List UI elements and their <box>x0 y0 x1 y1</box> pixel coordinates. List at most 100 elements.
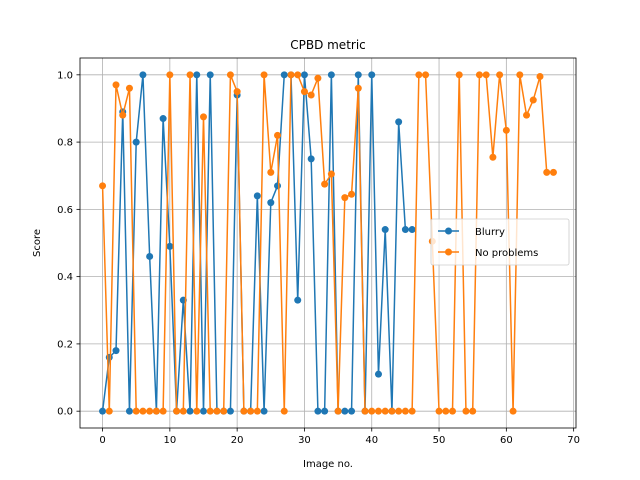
data-point <box>267 168 275 176</box>
data-point <box>341 194 349 202</box>
data-point <box>132 138 140 146</box>
x-axis-label: Image no. <box>303 459 353 470</box>
y-tick-label: 0.2 <box>57 339 73 350</box>
data-point <box>199 407 207 415</box>
data-point <box>307 91 315 99</box>
data-point <box>125 84 133 92</box>
data-point <box>280 71 288 79</box>
data-point <box>152 407 160 415</box>
x-tick-label: 40 <box>365 435 378 446</box>
data-point <box>395 118 403 126</box>
data-point <box>139 407 147 415</box>
data-point <box>348 407 356 415</box>
data-point <box>274 131 282 139</box>
y-axis-label: Score <box>32 229 43 257</box>
data-point <box>529 96 537 104</box>
data-point <box>502 126 510 134</box>
data-point <box>475 71 483 79</box>
data-point <box>368 407 376 415</box>
data-point <box>240 407 248 415</box>
data-point <box>334 407 342 415</box>
data-point <box>233 88 241 96</box>
y-tick-label: 0.8 <box>57 138 73 149</box>
data-point <box>381 407 389 415</box>
data-point <box>253 192 261 200</box>
data-point <box>294 296 302 304</box>
data-point <box>496 71 504 79</box>
data-point <box>307 155 315 163</box>
data-point <box>253 407 261 415</box>
data-point <box>469 407 477 415</box>
data-point <box>260 407 268 415</box>
data-point <box>247 407 255 415</box>
data-point <box>146 252 154 260</box>
data-point <box>549 168 557 176</box>
data-point <box>435 407 443 415</box>
data-point <box>287 71 295 79</box>
data-point <box>99 182 107 190</box>
data-point <box>321 180 329 188</box>
y-tick-label: 0.4 <box>57 272 73 283</box>
data-point <box>482 71 490 79</box>
data-point <box>213 407 221 415</box>
data-point <box>119 111 127 119</box>
data-point <box>112 347 120 355</box>
legend-marker <box>445 248 452 256</box>
data-point <box>543 168 551 176</box>
data-point <box>166 71 174 79</box>
x-tick-label: 70 <box>567 435 580 446</box>
x-tick-label: 60 <box>500 435 513 446</box>
data-point <box>354 84 362 92</box>
data-point <box>422 71 430 79</box>
data-point <box>388 407 396 415</box>
data-point <box>327 170 335 178</box>
data-point <box>415 71 423 79</box>
data-point <box>321 407 329 415</box>
data-point <box>523 111 531 119</box>
data-point <box>173 407 181 415</box>
x-tick-label: 50 <box>433 435 446 446</box>
data-point <box>327 71 335 79</box>
axis-ticks: 0 10 20 30 40 50 60 70 0.0 0.2 0.4 0.6 0.8 1.0 <box>57 70 580 446</box>
legend-label: No problems <box>475 248 538 259</box>
data-point <box>516 71 524 79</box>
data-point <box>462 407 470 415</box>
data-point <box>368 71 376 79</box>
data-point <box>314 407 322 415</box>
data-point <box>146 407 154 415</box>
data-point <box>314 74 322 82</box>
legend: Blurry No problems <box>430 218 570 266</box>
data-point <box>442 407 450 415</box>
series-1 <box>99 71 557 415</box>
data-point <box>341 407 349 415</box>
x-tick-label: 10 <box>163 435 176 446</box>
data-point <box>166 242 174 250</box>
data-point <box>186 71 194 79</box>
data-point <box>139 71 147 79</box>
legend-marker <box>445 227 452 235</box>
data-point <box>132 407 140 415</box>
data-point <box>489 153 497 161</box>
data-point <box>274 182 282 190</box>
data-point <box>348 190 356 198</box>
data-point <box>179 407 187 415</box>
data-point <box>374 407 382 415</box>
data-point <box>300 88 308 96</box>
y-tick-label: 1.0 <box>57 70 73 81</box>
data-point <box>220 407 228 415</box>
legend-box <box>430 218 570 266</box>
data-point <box>105 353 113 361</box>
data-point <box>186 407 194 415</box>
data-point <box>374 370 382 378</box>
data-point <box>408 407 416 415</box>
data-point <box>267 199 275 207</box>
data-point <box>509 407 517 415</box>
data-point <box>226 407 234 415</box>
data-point <box>206 407 214 415</box>
data-point <box>294 71 302 79</box>
x-tick-label: 0 <box>99 435 105 446</box>
y-tick-label: 0.0 <box>57 407 73 418</box>
data-point <box>354 71 362 79</box>
data-point <box>193 407 201 415</box>
